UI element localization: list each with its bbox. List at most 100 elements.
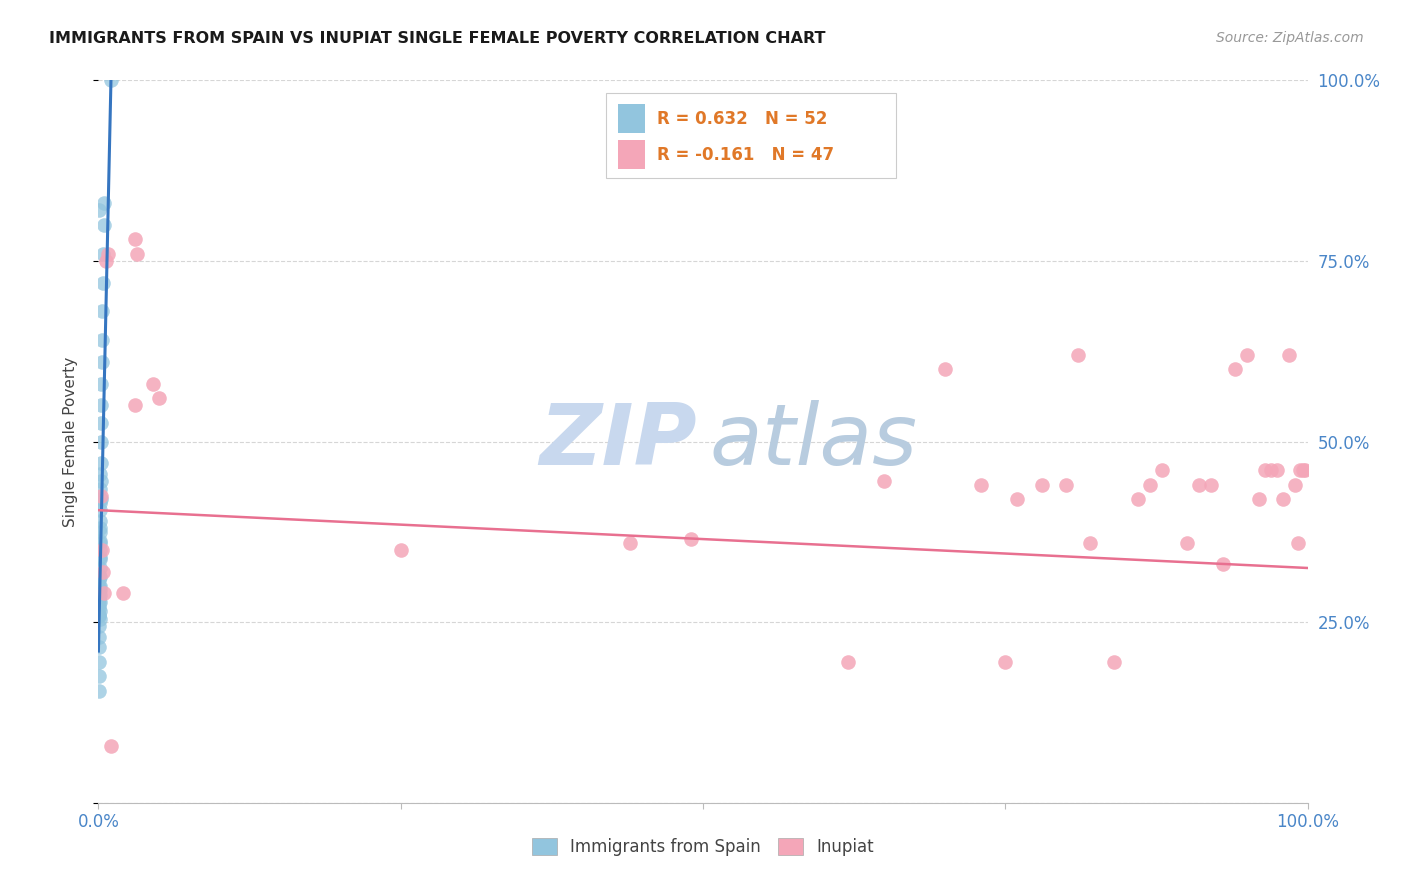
Point (389, 542, 412, 557)
Point (679, 532, 702, 546)
Point (89, 590, 111, 604)
Point (89, 524, 111, 539)
Text: R = -0.161   N = 47: R = -0.161 N = 47 (657, 145, 834, 164)
Point (1067, 348, 1090, 362)
Point (111, 586, 134, 600)
Point (89, 482, 111, 496)
Point (127, 246, 149, 260)
Point (1294, 463, 1316, 477)
Point (89, 611, 111, 625)
Point (87, 619, 110, 633)
Point (142, 376, 165, 391)
Point (1139, 478, 1161, 492)
Point (873, 475, 896, 489)
Point (90, 376, 112, 391)
Point (87, 683, 110, 698)
Point (87, 630, 110, 644)
Point (1102, 655, 1125, 669)
Point (1175, 535, 1198, 549)
Point (1152, 463, 1174, 477)
Point (87, 572, 110, 586)
Point (89, 561, 111, 575)
Point (100, 739, 122, 754)
Point (91, 304, 114, 318)
Point (89, 597, 111, 611)
Point (89, 535, 111, 549)
Point (87, 669, 110, 683)
Point (90, 456, 112, 470)
Point (87, 609, 110, 624)
Text: R = 0.632   N = 52: R = 0.632 N = 52 (657, 110, 827, 128)
Point (90, 417, 112, 431)
Point (1054, 478, 1077, 492)
Point (90, 355, 112, 369)
Point (1286, 535, 1309, 549)
Point (91, 334, 114, 348)
Y-axis label: Single Female Poverty: Single Female Poverty (63, 357, 77, 526)
Point (89, 542, 111, 557)
Point (89, 570, 111, 584)
Point (90, 434, 112, 449)
Point (1188, 478, 1211, 492)
Point (1272, 492, 1295, 507)
Point (934, 362, 956, 376)
Point (89, 503, 111, 517)
Point (619, 535, 641, 549)
Point (89, 579, 111, 593)
Point (89, 604, 111, 618)
Point (89, 579, 111, 593)
Point (87, 640, 110, 655)
Point (1236, 348, 1258, 362)
Point (87, 582, 110, 597)
Point (89, 595, 111, 609)
Point (89, 551, 111, 566)
Point (1254, 463, 1277, 477)
Point (124, 398, 146, 412)
Point (89, 550, 111, 565)
Point (89, 521, 111, 535)
Point (89, 496, 111, 510)
Point (89, 568, 111, 582)
Point (90, 475, 112, 489)
Text: IMMIGRANTS FROM SPAIN VS INUPIAT SINGLE FEMALE POVERTY CORRELATION CHART: IMMIGRANTS FROM SPAIN VS INUPIAT SINGLE … (49, 31, 825, 46)
Point (93, 196, 115, 211)
Point (124, 232, 146, 246)
Point (1292, 463, 1315, 477)
Point (1284, 478, 1306, 492)
Point (89, 582, 111, 597)
Point (970, 478, 993, 492)
Point (837, 655, 859, 669)
Text: atlas: atlas (709, 400, 917, 483)
Bar (619, 140, 645, 169)
Point (89, 467, 111, 481)
Point (87, 600, 110, 615)
Point (87, 593, 110, 607)
Point (1223, 362, 1246, 376)
Point (89, 588, 111, 602)
Point (1267, 463, 1289, 477)
Text: ZIP: ZIP (540, 400, 697, 483)
Point (1289, 463, 1312, 477)
Point (1031, 478, 1053, 492)
Point (90, 398, 112, 412)
Point (148, 391, 170, 405)
Point (1007, 492, 1029, 507)
Bar (619, 104, 645, 133)
Point (94, 253, 117, 268)
Point (87, 655, 110, 669)
Point (93, 218, 115, 232)
FancyBboxPatch shape (606, 93, 897, 178)
Point (1249, 492, 1271, 507)
Point (100, 73, 122, 87)
Point (90, 489, 112, 503)
Point (89, 514, 111, 528)
Point (994, 655, 1017, 669)
Point (89, 607, 111, 622)
Point (1278, 348, 1301, 362)
Text: Source: ZipAtlas.com: Source: ZipAtlas.com (1216, 31, 1364, 45)
Point (91, 565, 114, 579)
Point (1078, 535, 1101, 549)
Point (90, 492, 112, 507)
Legend: Immigrants from Spain, Inupiat: Immigrants from Spain, Inupiat (526, 831, 880, 863)
Point (1260, 463, 1282, 477)
